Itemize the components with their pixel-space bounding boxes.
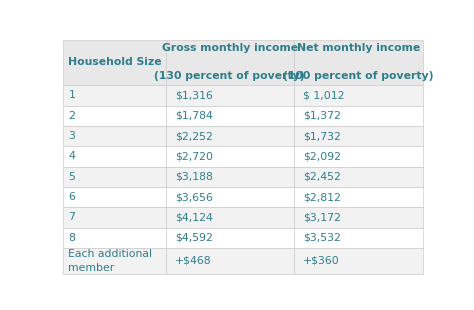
- Bar: [294, 85, 422, 106]
- Text: $2,092: $2,092: [303, 151, 341, 162]
- Text: $3,188: $3,188: [175, 172, 212, 182]
- Text: Each additional
member: Each additional member: [68, 249, 153, 273]
- Bar: [63, 228, 165, 248]
- Bar: [165, 187, 294, 207]
- Bar: [63, 207, 165, 228]
- Bar: [63, 40, 165, 85]
- Bar: [165, 146, 294, 166]
- Bar: [165, 126, 294, 146]
- Text: $1,372: $1,372: [303, 111, 341, 121]
- Bar: [165, 106, 294, 126]
- Bar: [294, 126, 422, 146]
- Bar: [63, 106, 165, 126]
- Bar: [294, 40, 422, 85]
- Bar: [294, 248, 422, 273]
- Text: 3: 3: [68, 131, 75, 141]
- Bar: [165, 248, 294, 273]
- Bar: [63, 187, 165, 207]
- Bar: [63, 85, 165, 106]
- Text: Net monthly income

(100 percent of poverty): Net monthly income (100 percent of pover…: [283, 43, 434, 82]
- Text: $2,252: $2,252: [175, 131, 212, 141]
- Bar: [63, 146, 165, 166]
- Text: 5: 5: [68, 172, 75, 182]
- Bar: [294, 106, 422, 126]
- Bar: [63, 126, 165, 146]
- Text: $1,732: $1,732: [303, 131, 341, 141]
- Text: $2,720: $2,720: [175, 151, 213, 162]
- Text: $2,452: $2,452: [303, 172, 341, 182]
- Bar: [294, 207, 422, 228]
- Text: $3,172: $3,172: [303, 212, 341, 223]
- Text: $ 1,012: $ 1,012: [303, 91, 345, 100]
- Bar: [294, 187, 422, 207]
- Text: $1,316: $1,316: [175, 91, 212, 100]
- Bar: [165, 228, 294, 248]
- Bar: [165, 207, 294, 228]
- Bar: [165, 85, 294, 106]
- Bar: [294, 146, 422, 166]
- Bar: [63, 166, 165, 187]
- Bar: [165, 166, 294, 187]
- Text: 2: 2: [68, 111, 75, 121]
- Text: Gross monthly income

(130 percent of poverty): Gross monthly income (130 percent of pov…: [155, 43, 305, 82]
- Text: +$360: +$360: [303, 256, 340, 266]
- Text: $4,124: $4,124: [175, 212, 212, 223]
- Text: 7: 7: [68, 212, 75, 223]
- Text: 4: 4: [68, 151, 75, 162]
- Text: $2,812: $2,812: [303, 192, 341, 202]
- Text: $3,656: $3,656: [175, 192, 212, 202]
- Bar: [63, 248, 165, 273]
- Text: $1,784: $1,784: [175, 111, 212, 121]
- Text: 1: 1: [68, 91, 75, 100]
- Text: $4,592: $4,592: [175, 233, 212, 243]
- Text: 6: 6: [68, 192, 75, 202]
- Bar: [294, 166, 422, 187]
- Text: Household Size: Household Size: [68, 57, 162, 67]
- Bar: [294, 228, 422, 248]
- Text: 8: 8: [68, 233, 75, 243]
- Text: $3,532: $3,532: [303, 233, 341, 243]
- Bar: [165, 40, 294, 85]
- Text: +$468: +$468: [175, 256, 211, 266]
